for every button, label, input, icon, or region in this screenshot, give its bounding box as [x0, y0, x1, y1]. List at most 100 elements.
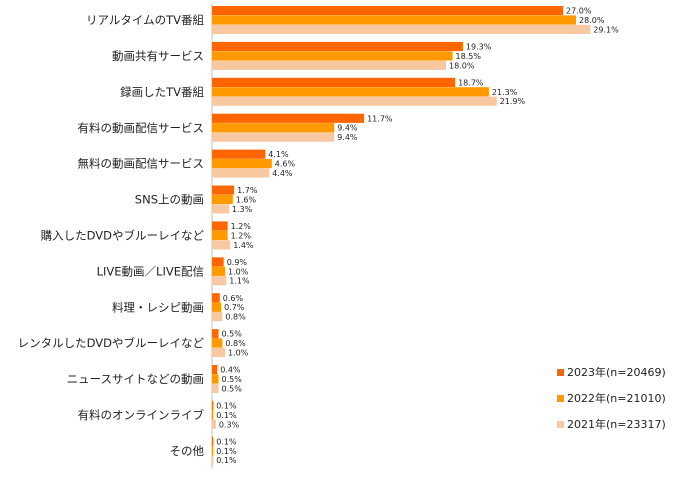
value-label: 1.0% [228, 267, 249, 276]
category-label: 無料の動画配信サービス [78, 157, 205, 171]
bar-2-3 [212, 87, 489, 97]
value-label: 0.1% [216, 411, 237, 420]
value-label: 18.5% [456, 52, 482, 61]
value-label: 1.7% [237, 186, 258, 195]
bar-1-1 [212, 6, 563, 16]
value-label: 0.5% [222, 384, 243, 393]
bar-2-10 [212, 338, 223, 348]
legend-swatch [557, 369, 564, 376]
category-label: 購入したDVDやブルーレイなど [41, 229, 205, 243]
category-label: その他 [170, 444, 205, 458]
bar-1-4 [212, 113, 365, 123]
category-label: リアルタイムのTV番組 [86, 13, 205, 27]
value-label: 0.4% [220, 366, 241, 375]
value-label: 4.1% [268, 150, 289, 159]
value-label: 18.0% [449, 61, 475, 70]
bar-2-8 [212, 266, 225, 276]
bar-2-13 [212, 446, 214, 456]
bar-2-5 [212, 159, 272, 169]
bar-3-13 [212, 455, 214, 465]
value-label: 21.9% [500, 97, 526, 106]
bar-1-11 [212, 365, 218, 375]
value-label: 28.0% [579, 16, 605, 25]
category-label: 有料のオンラインライブ [78, 408, 205, 422]
value-label: 19.3% [466, 43, 492, 52]
bar-1-12 [212, 400, 214, 411]
value-label: 0.8% [225, 313, 246, 322]
bar-3-11 [212, 383, 219, 393]
value-label: 1.2% [231, 222, 252, 231]
legend-swatch [557, 421, 564, 428]
value-label: 18.7% [458, 78, 484, 87]
category-label: LIVE動画／LIVE配信 [97, 264, 204, 278]
bar-2-6 [212, 194, 233, 205]
bar-2-12 [212, 410, 214, 420]
value-labels: 27.0%28.0%29.1% 19.3%18.5%18.0% 18.7% 21.3%… [216, 7, 619, 466]
bar-2-2 [212, 51, 453, 61]
category-label: ニュースサイトなどの動画 [67, 372, 204, 386]
bar-3-4 [212, 132, 335, 142]
bar-3-10 [212, 347, 225, 358]
value-label: 0.3% [219, 420, 240, 429]
value-label: 1.1% [229, 277, 250, 286]
value-label: 1.6% [236, 196, 257, 205]
bar-1-9 [212, 293, 220, 303]
bar-3-5 [212, 168, 270, 178]
value-label: 0.1% [216, 447, 237, 456]
bar-3-6 [212, 204, 229, 214]
value-label: 0.1% [216, 437, 237, 446]
value-label: 21.3% [492, 88, 518, 97]
bar-1-10 [212, 329, 219, 339]
legend-label: 2021年(n=23317) [567, 417, 666, 431]
value-label: 9.4% [337, 133, 358, 142]
bar-2-4 [212, 123, 335, 133]
category-label: 有料の動画配信サービス [78, 121, 205, 135]
category-label: SNS上の動画 [135, 193, 204, 207]
value-label: 0.7% [224, 303, 245, 312]
value-label: 29.1% [593, 25, 619, 34]
value-label: 11.7% [367, 114, 393, 123]
bar-1-5 [212, 149, 266, 159]
bar-2-11 [212, 374, 219, 384]
category-label: 動画共有サービス [112, 49, 204, 63]
value-label: 27.0% [566, 7, 592, 16]
bar-2-1 [212, 15, 576, 25]
legend: 2023年(n=20469) 2022年(n=21010) 2021年(n=2331… [557, 365, 666, 431]
value-label: 0.1% [216, 402, 237, 411]
legend-label: 2023年(n=20469) [567, 365, 666, 379]
value-label: 0.6% [223, 294, 244, 303]
legend-label: 2022年(n=21010) [567, 391, 666, 405]
bar-3-1 [212, 24, 591, 34]
value-label: 1.2% [231, 231, 252, 240]
bar-1-6 [212, 185, 235, 195]
bar-2-9 [212, 302, 222, 312]
bar-3-3 [212, 96, 497, 106]
bar-3-7 [212, 240, 231, 250]
bar-3-8 [212, 276, 227, 286]
bar-3-2 [212, 60, 446, 70]
value-label: 1.0% [228, 349, 249, 358]
value-label: 4.6% [275, 160, 296, 169]
bar-1-8 [212, 257, 224, 267]
value-label: 4.4% [272, 169, 293, 178]
bar-1-2 [212, 41, 463, 52]
value-label: 0.5% [222, 375, 243, 384]
value-label: 1.3% [232, 205, 253, 214]
value-label: 0.5% [222, 330, 243, 339]
bar-1-7 [212, 221, 228, 231]
value-label: 1.4% [233, 241, 254, 250]
bar-3-9 [212, 312, 223, 322]
bars-group [212, 6, 591, 465]
category-label: レンタルしたDVDやブルーレイなど [18, 336, 205, 350]
bar-2-7 [212, 230, 228, 240]
value-label: 9.4% [337, 124, 358, 133]
value-label: 0.9% [227, 258, 248, 267]
bar-1-13 [212, 436, 214, 446]
legend-swatch [557, 395, 564, 402]
value-label: 0.1% [216, 456, 237, 465]
value-label: 0.8% [225, 339, 246, 348]
category-label: 料理・レシピ動画 [112, 300, 204, 314]
category-label: 録画したTV番組 [120, 85, 204, 99]
category-labels: リアルタイムのTV番組動画共有サービス録画したTV番組有料の動画配信サービス無料… [18, 13, 205, 458]
